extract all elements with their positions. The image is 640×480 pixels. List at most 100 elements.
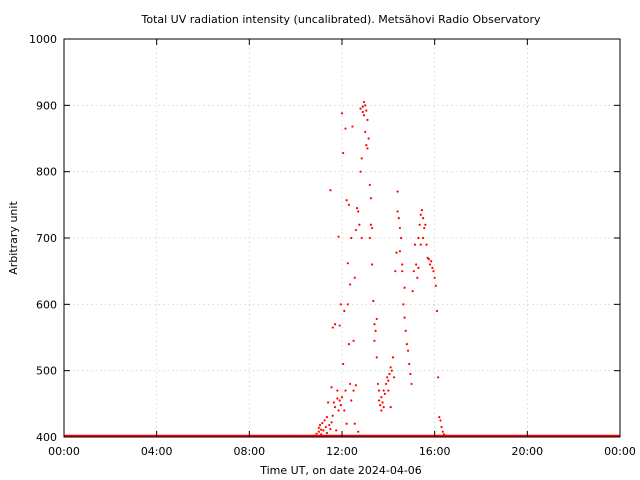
data-point (441, 430, 444, 433)
data-point (346, 303, 349, 306)
data-point (380, 396, 383, 399)
data-point (343, 409, 346, 412)
x-tick-labels: 00:00 04:00 08:00 12:00 16:00 20:00 00:00 (48, 445, 636, 458)
data-point (427, 258, 430, 261)
data-point (399, 236, 403, 240)
data-point (329, 427, 332, 431)
data-point (403, 316, 406, 319)
data-point (339, 303, 342, 306)
data-point (375, 317, 378, 321)
data-point (355, 207, 359, 210)
y-tick-label: 400 (36, 431, 57, 444)
data-point (354, 384, 357, 387)
data-point (405, 343, 408, 346)
data-point (330, 421, 333, 424)
data-point (342, 151, 345, 155)
data-point (354, 228, 357, 232)
data-point (374, 329, 377, 332)
data-point (338, 399, 341, 402)
data-point (432, 270, 435, 273)
data-point (336, 389, 339, 392)
grid (64, 39, 620, 437)
data-point (320, 428, 323, 431)
data-point (344, 389, 347, 392)
data-point (442, 433, 446, 436)
data-point (333, 406, 337, 409)
x-axis-label: Time UT, on date 2024-04-06 (259, 464, 422, 477)
data-point (368, 236, 371, 240)
data-point (388, 372, 391, 376)
data-point (350, 236, 353, 240)
data-point (328, 423, 331, 427)
data-point (380, 409, 383, 412)
data-point (419, 213, 422, 216)
data-point (315, 432, 318, 435)
data-point (409, 372, 412, 376)
data-point (381, 401, 384, 404)
data-point (350, 399, 353, 402)
data-point (445, 434, 448, 437)
data-point (401, 270, 404, 273)
data-point (325, 416, 329, 419)
data-point (351, 125, 354, 128)
data-point (421, 217, 425, 220)
data-point (347, 343, 351, 346)
data-point (434, 284, 437, 287)
data-point (330, 386, 333, 389)
data-point (317, 426, 320, 429)
data-point (322, 429, 325, 432)
y-tick-label: 1000 (29, 33, 57, 46)
data-point (423, 226, 426, 230)
data-point (343, 309, 346, 313)
data-point (349, 283, 352, 286)
data-point (396, 190, 399, 193)
data-point (439, 419, 442, 422)
data-point (337, 409, 340, 412)
data-point (325, 431, 329, 435)
data-point (346, 262, 349, 265)
data-point (379, 404, 382, 407)
data-point (389, 366, 392, 369)
data-point (344, 127, 347, 130)
data-point (389, 406, 392, 409)
data-point (420, 209, 424, 212)
data-point (357, 430, 360, 433)
data-point (424, 223, 427, 226)
data-point (347, 203, 351, 206)
data-point (340, 112, 344, 115)
data-point (357, 210, 360, 213)
data-point (365, 109, 368, 112)
data-point (375, 356, 378, 359)
data-point (333, 323, 337, 326)
data-point (410, 382, 413, 386)
data-point (317, 430, 320, 433)
data-point (415, 263, 418, 266)
data-point (352, 389, 355, 392)
data-point (336, 397, 339, 400)
data-point (398, 226, 402, 230)
data-point (376, 382, 380, 386)
x-tick-label: 04:00 (141, 445, 173, 458)
axis-ticks (63, 38, 621, 438)
y-tick-labels: 400 500 600 700 800 900 1000 (29, 33, 57, 444)
y-tick-label: 800 (36, 166, 57, 179)
data-point (396, 210, 399, 213)
data-point (440, 425, 443, 429)
chart-title: Total UV radiation intensity (uncalibrat… (141, 13, 541, 26)
data-point (404, 329, 407, 332)
data-point (360, 157, 363, 160)
y-tick-label: 700 (36, 232, 57, 245)
data-point (321, 421, 324, 425)
data-point (349, 382, 352, 386)
data-point (433, 276, 436, 279)
data-point (401, 263, 404, 266)
y-tick-label: 500 (36, 365, 57, 378)
y-tick-label: 900 (36, 99, 57, 112)
data-point (364, 104, 367, 107)
data-point (371, 263, 374, 266)
data-point (417, 236, 420, 240)
data-point (340, 396, 344, 399)
data-point (345, 422, 348, 425)
data-point (437, 376, 440, 379)
